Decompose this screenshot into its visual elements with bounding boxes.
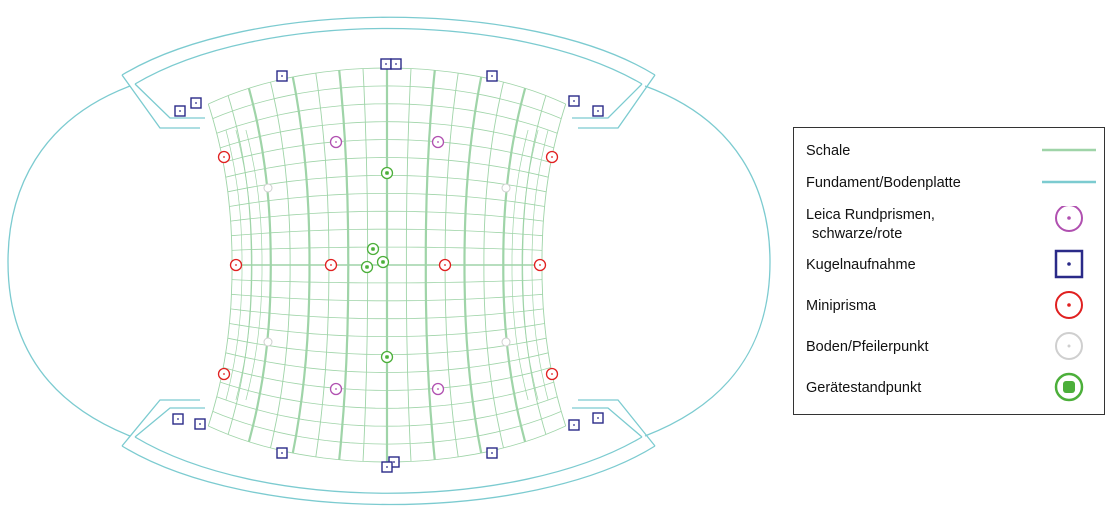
ground-point-marker — [501, 337, 511, 347]
ball-mount-dot — [491, 452, 493, 454]
mini-prism-dot — [551, 373, 553, 375]
mini-prism-markers — [217, 150, 559, 381]
instrument-station-core — [385, 355, 389, 359]
mini-prism-dot — [539, 264, 541, 266]
instrument-station-core — [371, 247, 375, 251]
ball-mount-dot — [393, 461, 395, 463]
legend-item-leica-prism: Leica Rundprismen, schwarze/rote — [794, 202, 1104, 252]
mini-prism-icon — [1055, 291, 1083, 319]
ball-mount-dot — [597, 417, 599, 419]
leica-prism-icon — [1055, 206, 1083, 232]
leica-prism-dot — [437, 388, 439, 390]
ball-mount-dot — [573, 424, 575, 426]
legend-label-foundation: Fundament/Bodenplatte — [806, 175, 961, 191]
ball-mount-markers — [172, 58, 604, 473]
legend-item-foundation: Fundament/Bodenplatte — [794, 170, 1104, 210]
mini-prism-dot — [223, 156, 225, 158]
legend-label-leica-line2: schwarze/rote — [812, 226, 903, 242]
legend-label-instrument-station: Gerätestandpunkt — [806, 380, 922, 396]
ball-mount-dot — [385, 63, 387, 65]
legend-item-mini-prism: Miniprisma — [794, 291, 1104, 332]
leica-prism-dot — [437, 141, 439, 143]
ball-mount-dot — [195, 102, 197, 104]
legend-label-shell: Schale — [806, 143, 851, 159]
mini-prism-dot — [444, 264, 446, 266]
mini-prism-dot — [235, 264, 237, 266]
leica-prism-dot — [335, 141, 337, 143]
mini-prism-dot — [330, 264, 332, 266]
instrument-station-core — [385, 171, 389, 175]
shell-line-icon — [1042, 148, 1096, 152]
instrument-station-core — [365, 265, 369, 269]
ground-point-marker — [263, 337, 273, 347]
ground-point-marker — [501, 183, 511, 193]
legend-item-instrument-station: Gerätestandpunkt — [794, 372, 1104, 414]
ball-mount-dot — [491, 75, 493, 77]
foundation-outline — [7, 16, 771, 506]
legend-label-mini-prism: Miniprisma — [806, 298, 877, 314]
legend-label-leica-prism: Leica Rundprismen, schwarze/rote — [806, 206, 935, 244]
ball-mount-dot — [395, 63, 397, 65]
legend-item-ball-mount: Kugelnaufnahme — [794, 249, 1104, 291]
ball-mount-dot — [597, 110, 599, 112]
ground-point-marker — [263, 183, 273, 193]
shell-grid — [207, 64, 567, 466]
instrument-station-icon — [1054, 372, 1084, 402]
legend-label-ground-point: Boden/Pfeilerpunkt — [806, 339, 929, 355]
mini-prism-dot — [223, 373, 225, 375]
leica-prism-dot — [335, 388, 337, 390]
ground-point-markers — [263, 183, 511, 347]
leica-prism-markers — [329, 135, 445, 396]
ball-mount-dot — [199, 423, 201, 425]
mini-prism-dot — [551, 156, 553, 158]
ball-mount-dot — [281, 452, 283, 454]
legend-item-shell: Schale — [794, 138, 1104, 178]
instrument-station-core — [381, 260, 385, 264]
ball-mount-dot — [177, 418, 179, 420]
ball-mount-icon — [1054, 249, 1084, 279]
legend-label-leica-line1: Leica Rundprismen, — [806, 207, 935, 223]
ground-point-icon — [1055, 332, 1083, 360]
ball-mount-dot — [281, 75, 283, 77]
instrument-station-markers — [360, 166, 394, 364]
ball-mount-dot — [179, 110, 181, 112]
foundation-line-icon — [1042, 180, 1096, 184]
legend-label-ball-mount: Kugelnaufnahme — [806, 257, 916, 273]
legend: Schale Fundament/Bodenplatte Leica Rundp… — [793, 127, 1105, 415]
legend-item-ground-point: Boden/Pfeilerpunkt — [794, 332, 1104, 373]
ball-mount-dot — [573, 100, 575, 102]
ball-mount-dot — [386, 466, 388, 468]
shell-survey-plan — [7, 16, 771, 506]
